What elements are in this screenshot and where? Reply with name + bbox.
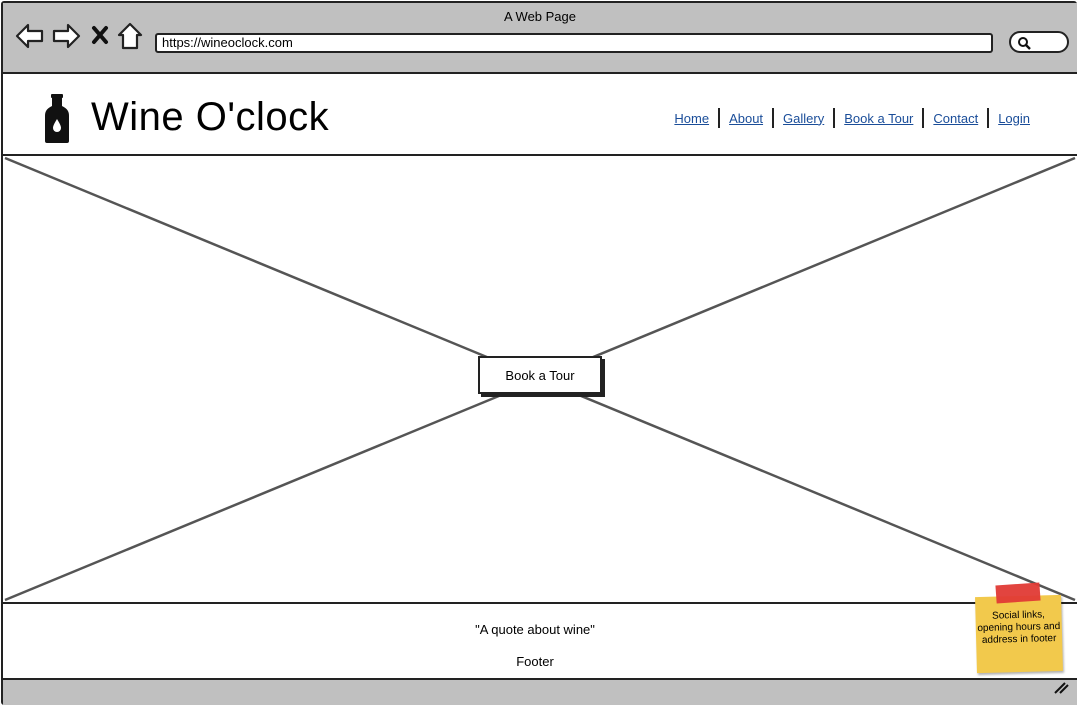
nav-separator [772, 108, 775, 128]
wine-bottle-icon [43, 94, 71, 149]
browser-status-bar [3, 680, 1077, 705]
nav-book-a-tour[interactable]: Book a Tour [844, 110, 914, 126]
window-title: A Web Page [503, 9, 577, 24]
stop-icon[interactable] [91, 25, 109, 50]
hero-image-placeholder: Book a Tour [3, 156, 1077, 604]
site-header: Wine O'clock Home About Gallery Book a T… [3, 74, 1077, 156]
sticky-note: Social links, opening hours and address … [975, 594, 1063, 674]
address-bar[interactable]: https://wineoclock.com [155, 33, 993, 53]
footer-quote: "A quote about wine" [475, 622, 595, 637]
nav-about[interactable]: About [729, 110, 764, 126]
nav-separator [987, 108, 990, 128]
nav-gallery[interactable]: Gallery [783, 110, 825, 126]
footer-label: Footer [516, 654, 554, 669]
browser-chrome: A Web Page https://wineoclock.com [3, 3, 1077, 74]
nav-separator [718, 108, 721, 128]
site-logo-text[interactable]: Wine O'clock [91, 95, 330, 139]
back-icon[interactable] [15, 23, 45, 54]
site-footer: "A quote about wine" Footer [3, 604, 1077, 680]
book-tour-button[interactable]: Book a Tour [478, 356, 602, 394]
browser-search[interactable] [1009, 31, 1069, 53]
nav-contact[interactable]: Contact [933, 110, 979, 126]
nav-home[interactable]: Home [674, 110, 710, 126]
nav-separator [922, 108, 925, 128]
resize-handle-icon[interactable] [1053, 680, 1069, 699]
forward-icon[interactable] [51, 23, 81, 54]
search-icon [1017, 36, 1031, 55]
nav-separator [833, 108, 836, 128]
sticky-note-tape [995, 582, 1041, 604]
home-icon[interactable] [117, 22, 143, 55]
main-nav: Home About Gallery Book a Tour Contact L… [665, 108, 1039, 128]
nav-login[interactable]: Login [998, 110, 1030, 126]
